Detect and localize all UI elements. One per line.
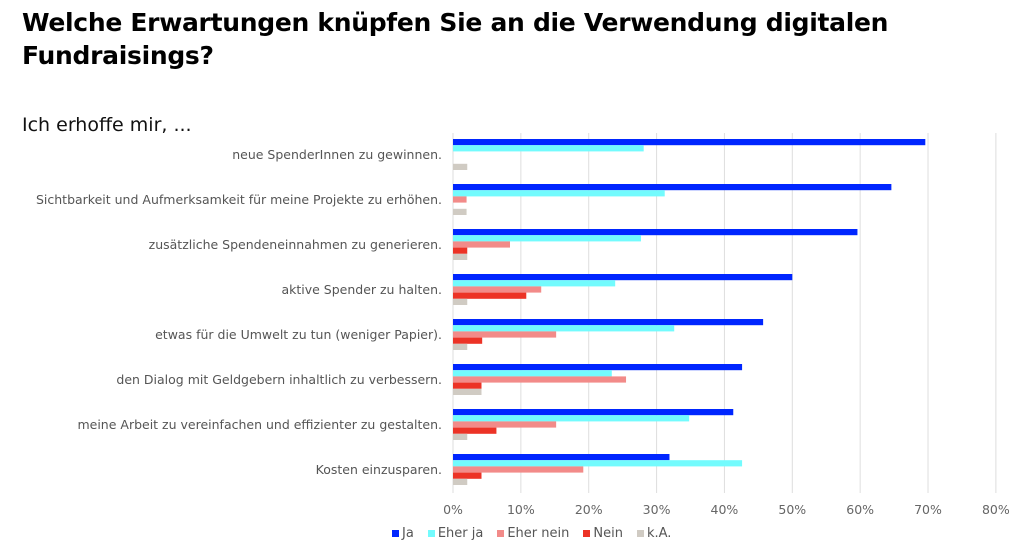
bar-eher-ja bbox=[453, 190, 665, 197]
legend-swatch bbox=[427, 530, 435, 537]
bar-k-a bbox=[453, 433, 468, 440]
bar-ja bbox=[453, 274, 793, 281]
bar-eher-nein bbox=[453, 196, 467, 203]
bar-nein bbox=[453, 472, 482, 479]
x-axis-ticks: 0% 10% 20% 30% 40% 50% 60% 70% 80% bbox=[443, 502, 1010, 517]
bar-eher-ja bbox=[453, 325, 675, 332]
bar-nein bbox=[453, 247, 468, 254]
bars bbox=[453, 139, 926, 485]
x-tick-label: 20% bbox=[575, 502, 603, 517]
legend-label: Eher nein bbox=[507, 526, 570, 541]
bar-eher-ja bbox=[453, 370, 612, 377]
bar-ja bbox=[453, 364, 743, 371]
bar-ja bbox=[453, 319, 764, 326]
bar-k-a bbox=[453, 208, 467, 215]
bar-eher-nein bbox=[453, 376, 627, 383]
chart-subtitle: Ich erhoffe mir, ... bbox=[22, 114, 192, 136]
x-tick-label: 0% bbox=[443, 502, 463, 517]
legend-swatch bbox=[583, 530, 591, 537]
category-label: etwas für die Umwelt zu tun (weniger Pap… bbox=[155, 326, 442, 342]
x-tick-label: 50% bbox=[778, 502, 806, 517]
bar-ja bbox=[453, 229, 858, 236]
bar-nein bbox=[453, 337, 483, 344]
bar-ja bbox=[453, 184, 892, 191]
x-tick-label: 10% bbox=[507, 502, 535, 517]
bar-eher-nein bbox=[453, 241, 511, 248]
chart-title: Welche Erwartungen knüpfen Sie an die Ve… bbox=[22, 8, 889, 70]
legend-item: Nein bbox=[583, 526, 623, 541]
bar-eher-ja bbox=[453, 415, 690, 422]
x-tick-label: 70% bbox=[914, 502, 942, 517]
bar-eher-nein bbox=[453, 286, 542, 293]
bar-eher-ja bbox=[453, 280, 616, 287]
legend-item: Ja bbox=[392, 526, 414, 541]
category-label: den Dialog mit Geldgebern inhaltlich zu … bbox=[116, 371, 442, 387]
x-tick-label: 30% bbox=[643, 502, 671, 517]
bar-k-a bbox=[453, 163, 468, 170]
bar-ja bbox=[453, 139, 926, 146]
legend-swatch bbox=[497, 530, 505, 537]
bar-ja bbox=[453, 409, 734, 416]
x-tick-label: 60% bbox=[846, 502, 874, 517]
legend-swatch bbox=[392, 530, 399, 537]
bar-nein bbox=[453, 292, 527, 299]
legend-item: k.A. bbox=[636, 526, 672, 541]
bar-eher-ja bbox=[453, 460, 743, 467]
bar-k-a bbox=[453, 388, 482, 395]
bar-nein bbox=[453, 427, 497, 434]
bar-k-a bbox=[453, 298, 468, 305]
bar-k-a bbox=[453, 343, 468, 350]
legend: Ja Eher ja Eher nein Nein k.A. bbox=[392, 526, 671, 541]
bar-eher-nein bbox=[453, 466, 584, 473]
legend-label: Ja bbox=[402, 526, 414, 541]
bar-eher-ja bbox=[453, 235, 641, 242]
bar-k-a bbox=[453, 253, 468, 260]
category-label: Sichtbarkeit und Aufmerksamkeit für mein… bbox=[35, 191, 442, 207]
bar-eher-nein bbox=[453, 331, 557, 338]
category-label: neue SpenderInnen zu gewinnen. bbox=[232, 146, 442, 162]
x-tick-label: 40% bbox=[711, 502, 739, 517]
legend-label: Nein bbox=[593, 526, 623, 541]
legend-label: k.A. bbox=[646, 526, 672, 541]
bar-k-a bbox=[453, 478, 468, 485]
x-tick-label: 80% bbox=[982, 502, 1010, 517]
bar-eher-ja bbox=[453, 145, 644, 152]
legend-label: Eher ja bbox=[437, 526, 484, 541]
category-label: meine Arbeit zu vereinfachen und effizie… bbox=[77, 416, 442, 432]
legend-item: Eher ja bbox=[427, 526, 484, 541]
category-label: Kosten einzusparen. bbox=[315, 461, 442, 477]
category-label: zusätzliche Spendeneinnahmen zu generier… bbox=[148, 236, 442, 252]
bar-eher-nein bbox=[453, 421, 557, 428]
bar-ja bbox=[453, 454, 670, 461]
category-label: aktive Spender zu halten. bbox=[281, 281, 442, 297]
legend-item: Eher nein bbox=[497, 526, 569, 541]
legend-swatch bbox=[636, 530, 644, 537]
bar-nein bbox=[453, 382, 482, 389]
